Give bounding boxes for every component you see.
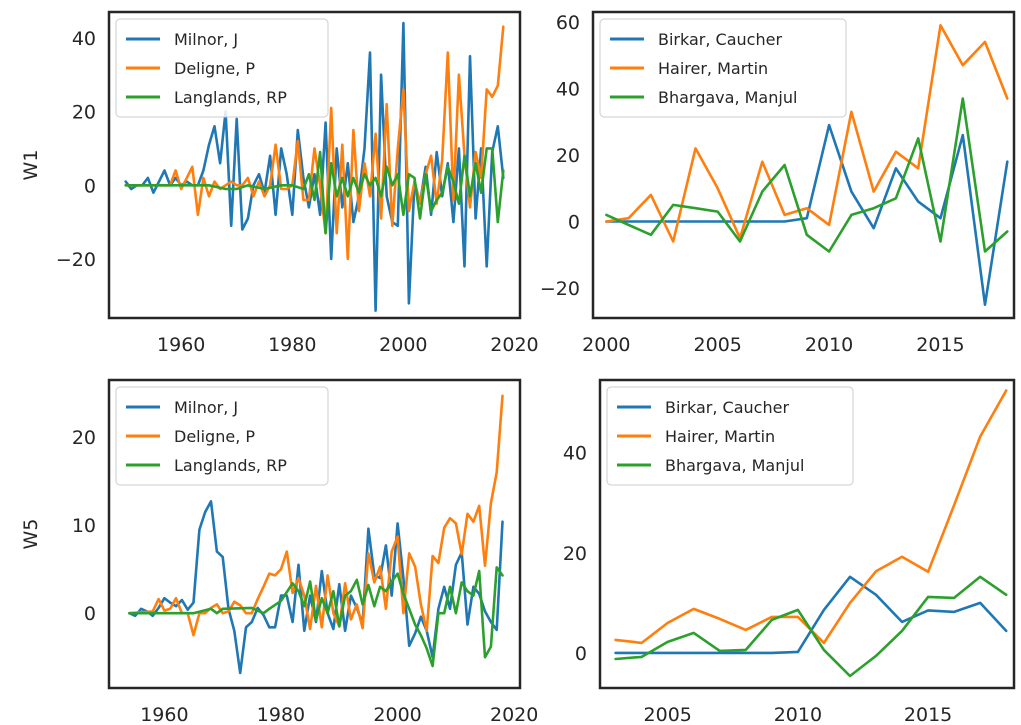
x-tick-label: 1980 xyxy=(257,704,305,725)
series-line-1 xyxy=(605,123,1009,306)
y-tick-label: 20 xyxy=(72,427,96,449)
legend: Milnor, J Deligne, P Langlands, RP xyxy=(115,386,329,486)
legend: Birkar, Caucher Hairer, Martin Bhargava, M… xyxy=(606,386,854,486)
y-tick-label: 40 xyxy=(72,28,96,50)
legend-box xyxy=(606,386,854,486)
legend-entry: Hairer, Martin xyxy=(658,59,768,78)
y-tick-label: 40 xyxy=(563,443,587,465)
chart-panel-2: 2000 2005 2010 2015 −20 0 20 40 60 Birkar, Cauche… xyxy=(540,10,1016,356)
legend: Milnor, J Deligne, P Langlands, RP xyxy=(115,18,329,118)
y-tick-label: 20 xyxy=(72,102,96,124)
x-tick-label: 2000 xyxy=(379,334,427,356)
series-line-3 xyxy=(614,575,1008,678)
legend-entry: Langlands, RP xyxy=(174,88,287,107)
legend-box xyxy=(115,18,329,118)
x-tick-label: 2015 xyxy=(916,334,964,356)
plot-frame xyxy=(107,10,522,320)
legend-entry: Langlands, RP xyxy=(174,456,287,475)
x-tick-label: 1960 xyxy=(140,704,188,725)
series-line-1 xyxy=(128,500,504,675)
chart-panel-1: 1960 1980 2000 2020 −20 0 20 40 W1 Milnor, J Delig… xyxy=(20,10,539,356)
legend-entry: Deligne, P xyxy=(174,59,255,78)
y-axis-label: W1 xyxy=(20,150,42,181)
x-tick-label: 2005 xyxy=(644,704,692,725)
plot-frame xyxy=(107,378,522,690)
legend-entry: Birkar, Caucher xyxy=(665,398,789,417)
x-tick-label: 1960 xyxy=(157,334,205,356)
y-tick-label: 0 xyxy=(568,212,580,234)
series-line-2 xyxy=(605,24,1009,243)
series-line-3 xyxy=(128,566,504,668)
y-tick-label: 10 xyxy=(72,515,96,537)
x-tick-label: 2020 xyxy=(490,334,538,356)
legend-box xyxy=(115,386,329,486)
chart-panel-3: 1960 1980 2000 2020 0 10 20 W5 Milnor, J Deligne,… xyxy=(20,378,538,725)
y-tick-label: 0 xyxy=(575,643,587,665)
series-line-3 xyxy=(124,147,505,235)
legend-entry: Deligne, P xyxy=(174,427,255,446)
x-tick-label: 2010 xyxy=(805,334,853,356)
y-tick-label: 0 xyxy=(84,603,96,625)
series-line-3 xyxy=(605,97,1009,253)
x-tick-label: 2010 xyxy=(774,704,822,725)
legend: Birkar, Caucher Hairer, Martin Bhargava, M… xyxy=(599,18,847,118)
series-line-2 xyxy=(128,394,504,637)
y-tick-label: −20 xyxy=(56,249,96,271)
legend-entry: Birkar, Caucher xyxy=(658,30,782,49)
y-tick-label: 0 xyxy=(84,175,96,197)
legend-entry: Bhargava, Manjul xyxy=(665,456,804,475)
x-tick-label: 2000 xyxy=(373,704,421,725)
x-tick-label: 2000 xyxy=(582,334,630,356)
legend-entry: Milnor, J xyxy=(174,398,238,417)
legend-entry: Bhargava, Manjul xyxy=(658,88,797,107)
legend-entry: Hairer, Martin xyxy=(665,427,775,446)
x-tick-label: 1980 xyxy=(268,334,316,356)
legend-box xyxy=(599,18,847,118)
series-line-1 xyxy=(614,575,1008,655)
y-tick-label: 20 xyxy=(563,543,587,565)
x-tick-label: 2020 xyxy=(490,704,538,725)
y-tick-label: 20 xyxy=(556,145,580,167)
plot-frame xyxy=(598,378,1016,690)
y-axis-label: W5 xyxy=(20,519,42,550)
chart-panel-4: 2005 2010 2015 0 20 40 Birkar, Caucher Hairer, … xyxy=(563,378,1016,725)
y-tick-label: 60 xyxy=(556,12,580,34)
y-tick-label: 40 xyxy=(556,79,580,101)
x-tick-label: 2005 xyxy=(694,334,742,356)
plot-frame xyxy=(591,10,1016,320)
y-tick-label: −20 xyxy=(540,278,580,300)
legend-entry: Milnor, J xyxy=(174,30,238,49)
x-tick-label: 2015 xyxy=(904,704,952,725)
